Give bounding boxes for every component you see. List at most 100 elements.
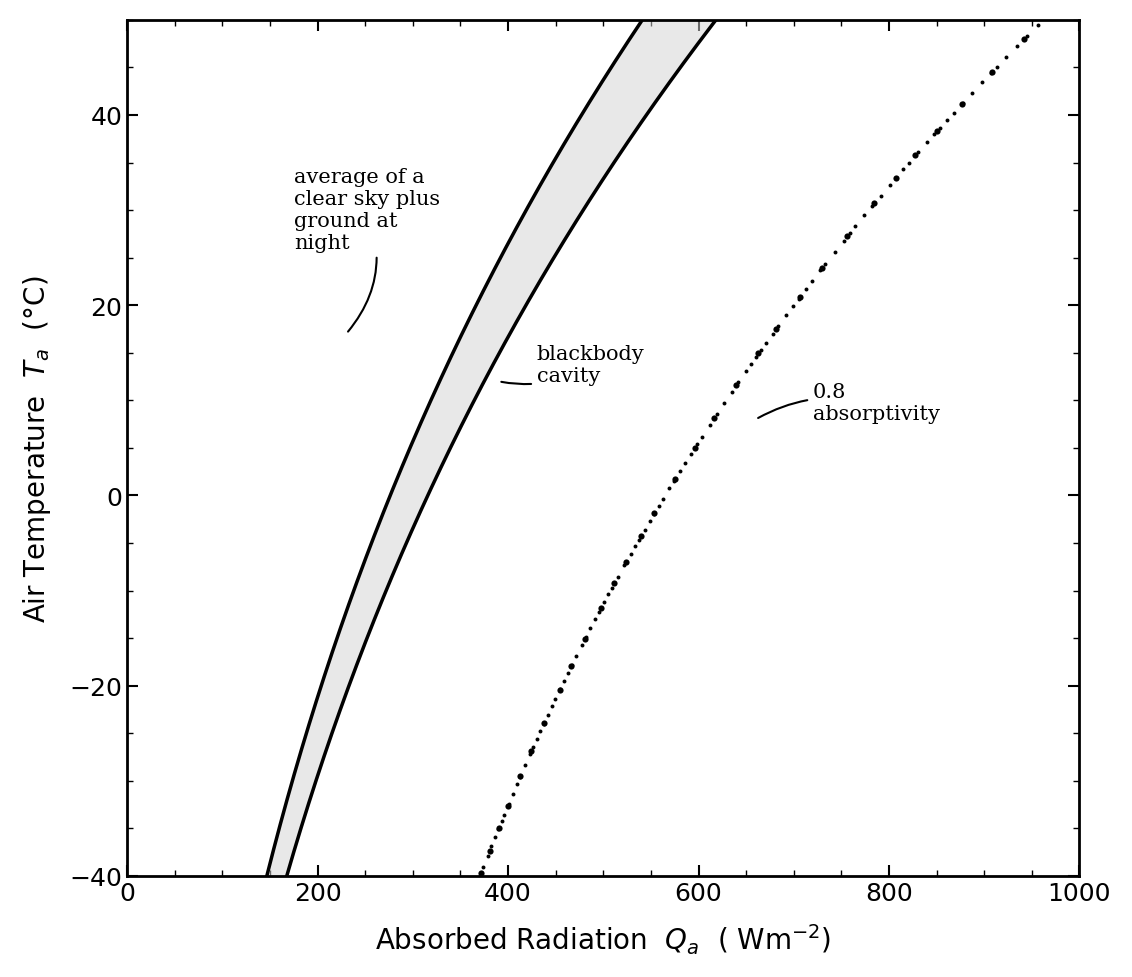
Point xyxy=(629,532,648,548)
Point xyxy=(621,546,640,562)
Point xyxy=(974,75,992,91)
Point xyxy=(963,86,981,102)
Point xyxy=(575,632,593,648)
Point xyxy=(722,385,740,401)
Point xyxy=(907,149,925,164)
Point xyxy=(531,724,549,740)
Point xyxy=(778,308,796,323)
Point xyxy=(838,230,856,245)
Point xyxy=(528,732,546,747)
Point xyxy=(803,275,821,290)
Point xyxy=(499,796,517,812)
Y-axis label: Air Temperature  $T_a$  (°C): Air Temperature $T_a$ (°C) xyxy=(20,275,53,622)
Point xyxy=(590,605,608,620)
Text: blackbody
cavity: blackbody cavity xyxy=(501,345,644,386)
Text: average of a
clear sky plus
ground at
night: average of a clear sky plus ground at ni… xyxy=(294,168,440,332)
Point xyxy=(953,97,971,112)
Point xyxy=(766,322,784,338)
Point xyxy=(576,630,594,646)
Point xyxy=(534,716,552,732)
Point xyxy=(516,758,534,774)
Point xyxy=(555,673,573,689)
Point xyxy=(886,171,904,187)
Point xyxy=(599,587,617,603)
Point xyxy=(481,843,499,859)
Point xyxy=(752,343,770,359)
Point xyxy=(573,637,591,653)
Point xyxy=(729,375,747,391)
Point xyxy=(641,514,659,530)
Point xyxy=(524,740,542,755)
Point xyxy=(727,378,745,394)
Point xyxy=(1046,1,1064,17)
Point xyxy=(653,491,671,507)
Point xyxy=(705,411,723,427)
Point xyxy=(747,350,765,365)
Point xyxy=(487,828,505,844)
Point xyxy=(490,820,508,835)
Point xyxy=(1029,18,1047,33)
Point xyxy=(632,529,650,544)
Point xyxy=(847,220,865,235)
Point xyxy=(791,289,809,305)
Point xyxy=(479,849,497,865)
Point xyxy=(841,226,859,241)
Point xyxy=(881,178,899,193)
X-axis label: Absorbed Radiation  $Q_a$  ( Wm$^{-2}$): Absorbed Radiation $Q_a$ ( Wm$^{-2}$) xyxy=(375,921,832,956)
Point xyxy=(1018,29,1036,45)
Point xyxy=(1036,11,1054,26)
Point xyxy=(681,446,700,462)
Point xyxy=(664,473,683,488)
Point xyxy=(749,346,767,361)
Point xyxy=(495,807,513,823)
Point xyxy=(635,523,653,538)
Point xyxy=(997,50,1015,65)
Point xyxy=(763,326,781,342)
Point xyxy=(1007,39,1026,55)
Point xyxy=(499,798,517,814)
Point xyxy=(482,838,500,854)
Point xyxy=(813,261,831,276)
Point xyxy=(1014,32,1032,48)
Point xyxy=(558,665,576,681)
Point xyxy=(626,539,644,555)
Point xyxy=(521,746,539,762)
Point xyxy=(988,60,1006,75)
Point xyxy=(931,121,949,137)
Point xyxy=(512,769,530,785)
Point xyxy=(547,691,565,706)
Point xyxy=(855,208,873,224)
Point xyxy=(816,257,834,273)
Point xyxy=(769,319,787,334)
Point xyxy=(504,786,522,802)
Point xyxy=(983,65,1001,81)
Point xyxy=(864,198,882,214)
Point xyxy=(783,299,801,315)
Point xyxy=(508,777,526,792)
Point xyxy=(660,481,678,496)
Point xyxy=(812,263,830,278)
Point xyxy=(909,145,927,160)
Point xyxy=(954,96,972,111)
Point xyxy=(701,417,719,433)
Point xyxy=(543,699,561,714)
Point xyxy=(617,554,635,570)
Point xyxy=(686,441,704,456)
Point xyxy=(581,621,599,637)
Point xyxy=(471,869,489,884)
Point xyxy=(797,281,815,297)
Point xyxy=(900,156,918,172)
Point xyxy=(609,570,627,585)
Point xyxy=(1037,10,1055,25)
Point xyxy=(472,865,490,880)
Point xyxy=(737,363,755,379)
Point xyxy=(826,244,844,260)
Point xyxy=(492,814,511,829)
Point xyxy=(550,682,568,698)
Point xyxy=(474,860,492,875)
Point xyxy=(602,580,620,596)
Point xyxy=(928,124,946,140)
Point xyxy=(671,463,689,479)
Point xyxy=(715,396,734,411)
Point xyxy=(595,595,614,611)
